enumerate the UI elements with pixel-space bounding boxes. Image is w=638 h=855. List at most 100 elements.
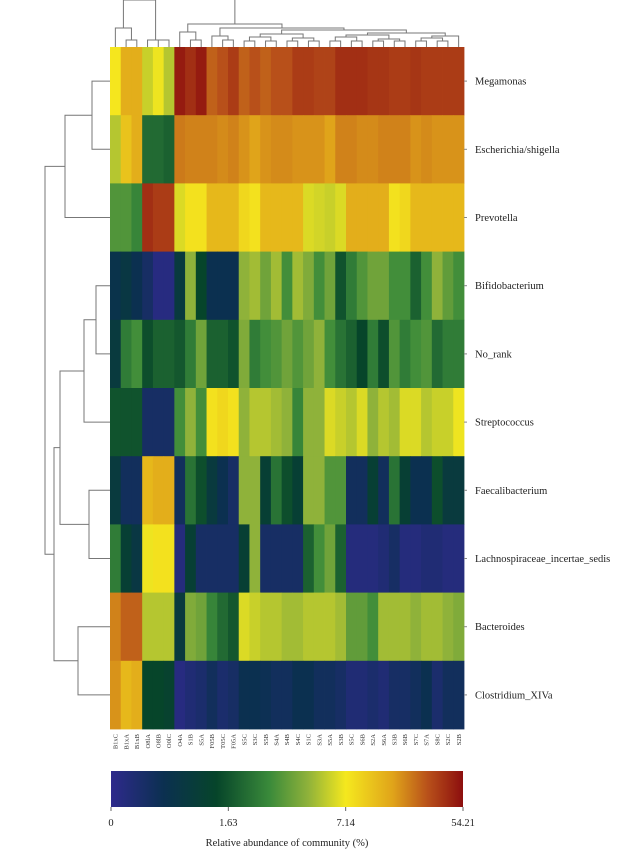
heatmap-cell <box>260 592 272 662</box>
heatmap-cell <box>356 183 368 252</box>
heatmap-cell <box>356 524 368 593</box>
heatmap-cell <box>281 47 293 116</box>
heatmap-cell <box>110 183 122 252</box>
heatmap-cell <box>399 524 411 593</box>
heatmap-cell <box>142 251 154 321</box>
heatmap-cell <box>120 456 132 525</box>
heatmap-cell <box>324 388 336 457</box>
dendrogram-branch <box>436 40 449 47</box>
heatmap-cell <box>228 524 240 593</box>
dendrogram-branch <box>334 36 358 41</box>
heatmap-cell <box>217 319 229 389</box>
heatmap-cell <box>270 251 283 321</box>
heatmap-cell <box>378 251 390 321</box>
column-label: S4A <box>273 734 280 746</box>
heatmap-cell <box>324 524 336 593</box>
heatmap-cell <box>238 319 250 389</box>
heatmap-cell <box>367 456 379 525</box>
heatmap-cell <box>281 592 293 662</box>
heatmap-cell <box>453 524 465 593</box>
colorbar-tick-label: 0 <box>108 818 113 829</box>
heatmap-cell <box>303 388 315 457</box>
heatmap-cell <box>217 251 229 321</box>
heatmap-cell <box>388 183 401 252</box>
heatmap-cell <box>249 183 261 252</box>
heatmap-cell <box>367 183 379 252</box>
heatmap-cell <box>249 524 261 593</box>
heatmap-cell <box>281 456 293 525</box>
heatmap-cell <box>324 319 336 389</box>
heatmap-cell <box>120 660 132 730</box>
heatmap-cell <box>206 47 218 116</box>
heatmap-cell <box>152 47 165 116</box>
heatmap-cell <box>217 47 229 116</box>
heatmap-cell <box>335 456 347 525</box>
heatmap-cell <box>431 456 443 525</box>
row-label: Faecalibacterium <box>475 486 547 497</box>
heatmap-cell <box>431 388 443 457</box>
heatmap-cell <box>303 319 315 389</box>
heatmap-cell <box>431 660 443 730</box>
heatmap-cell <box>399 592 411 662</box>
heatmap-cell <box>335 319 347 389</box>
heatmap-cell <box>110 524 122 593</box>
heatmap-cell <box>163 592 175 662</box>
heatmap-cell <box>378 456 390 525</box>
heatmap-cell <box>421 660 433 730</box>
heatmap-cell <box>431 47 443 116</box>
heatmap-cell <box>131 388 143 457</box>
heatmap-cell <box>110 47 122 116</box>
column-label: S3C <box>252 734 259 745</box>
heatmap-cell <box>131 251 143 321</box>
heatmap-cell <box>142 47 154 116</box>
heatmap-cell <box>399 115 411 184</box>
heatmap-cell <box>431 592 443 662</box>
heatmap-cell <box>228 592 240 662</box>
heatmap-cell <box>131 456 143 525</box>
heatmap-cell <box>152 115 165 184</box>
dendrogram-branch <box>329 40 342 47</box>
heatmap-cell <box>110 456 122 525</box>
heatmap-cell <box>238 660 250 730</box>
column-dendrogram <box>114 0 460 47</box>
heatmap-cell <box>281 115 293 184</box>
heatmap-cell <box>238 115 250 184</box>
column-label: S1B <box>188 733 195 745</box>
heatmap-cell <box>174 251 186 321</box>
colorbar-tick-label: 1.63 <box>219 818 237 829</box>
row-label: Clostridium_XIVa <box>475 690 553 701</box>
row-label: No_rank <box>475 349 512 360</box>
dendrogram-branch <box>64 114 110 218</box>
heatmap-cell <box>292 183 304 252</box>
heatmap-cell <box>410 524 422 593</box>
heatmap-cell <box>313 319 325 389</box>
heatmap-cell <box>313 47 325 116</box>
heatmap-cell <box>292 251 304 321</box>
heatmap-cell <box>292 660 304 730</box>
heatmap-cell <box>421 592 433 662</box>
heatmap-cell <box>217 660 229 730</box>
heatmap-cell <box>131 319 143 389</box>
heatmap-cell <box>174 47 186 116</box>
heatmap-cell <box>410 456 422 525</box>
heatmap-cell <box>228 319 240 389</box>
heatmap-cell <box>313 456 325 525</box>
column-label: S5C <box>241 734 248 745</box>
heatmap-cell <box>421 319 433 389</box>
heatmap-cell <box>453 115 465 184</box>
heatmap-cell <box>195 115 207 184</box>
heatmap-cell <box>281 388 293 457</box>
heatmap-cell <box>367 388 379 457</box>
heatmap-cell <box>399 319 411 389</box>
row-label: Bacteroides <box>475 622 525 633</box>
heatmap-cell <box>163 660 175 730</box>
heatmap-cell <box>120 319 132 389</box>
heatmap-cell <box>249 456 261 525</box>
dendrogram-branch <box>265 40 277 47</box>
heatmap-cell <box>453 660 465 730</box>
heatmap-cell <box>260 388 272 457</box>
heatmap-cell <box>163 183 175 252</box>
heatmap-cell <box>185 319 197 389</box>
heatmap-cell <box>228 456 240 525</box>
heatmap-cell <box>185 456 197 525</box>
